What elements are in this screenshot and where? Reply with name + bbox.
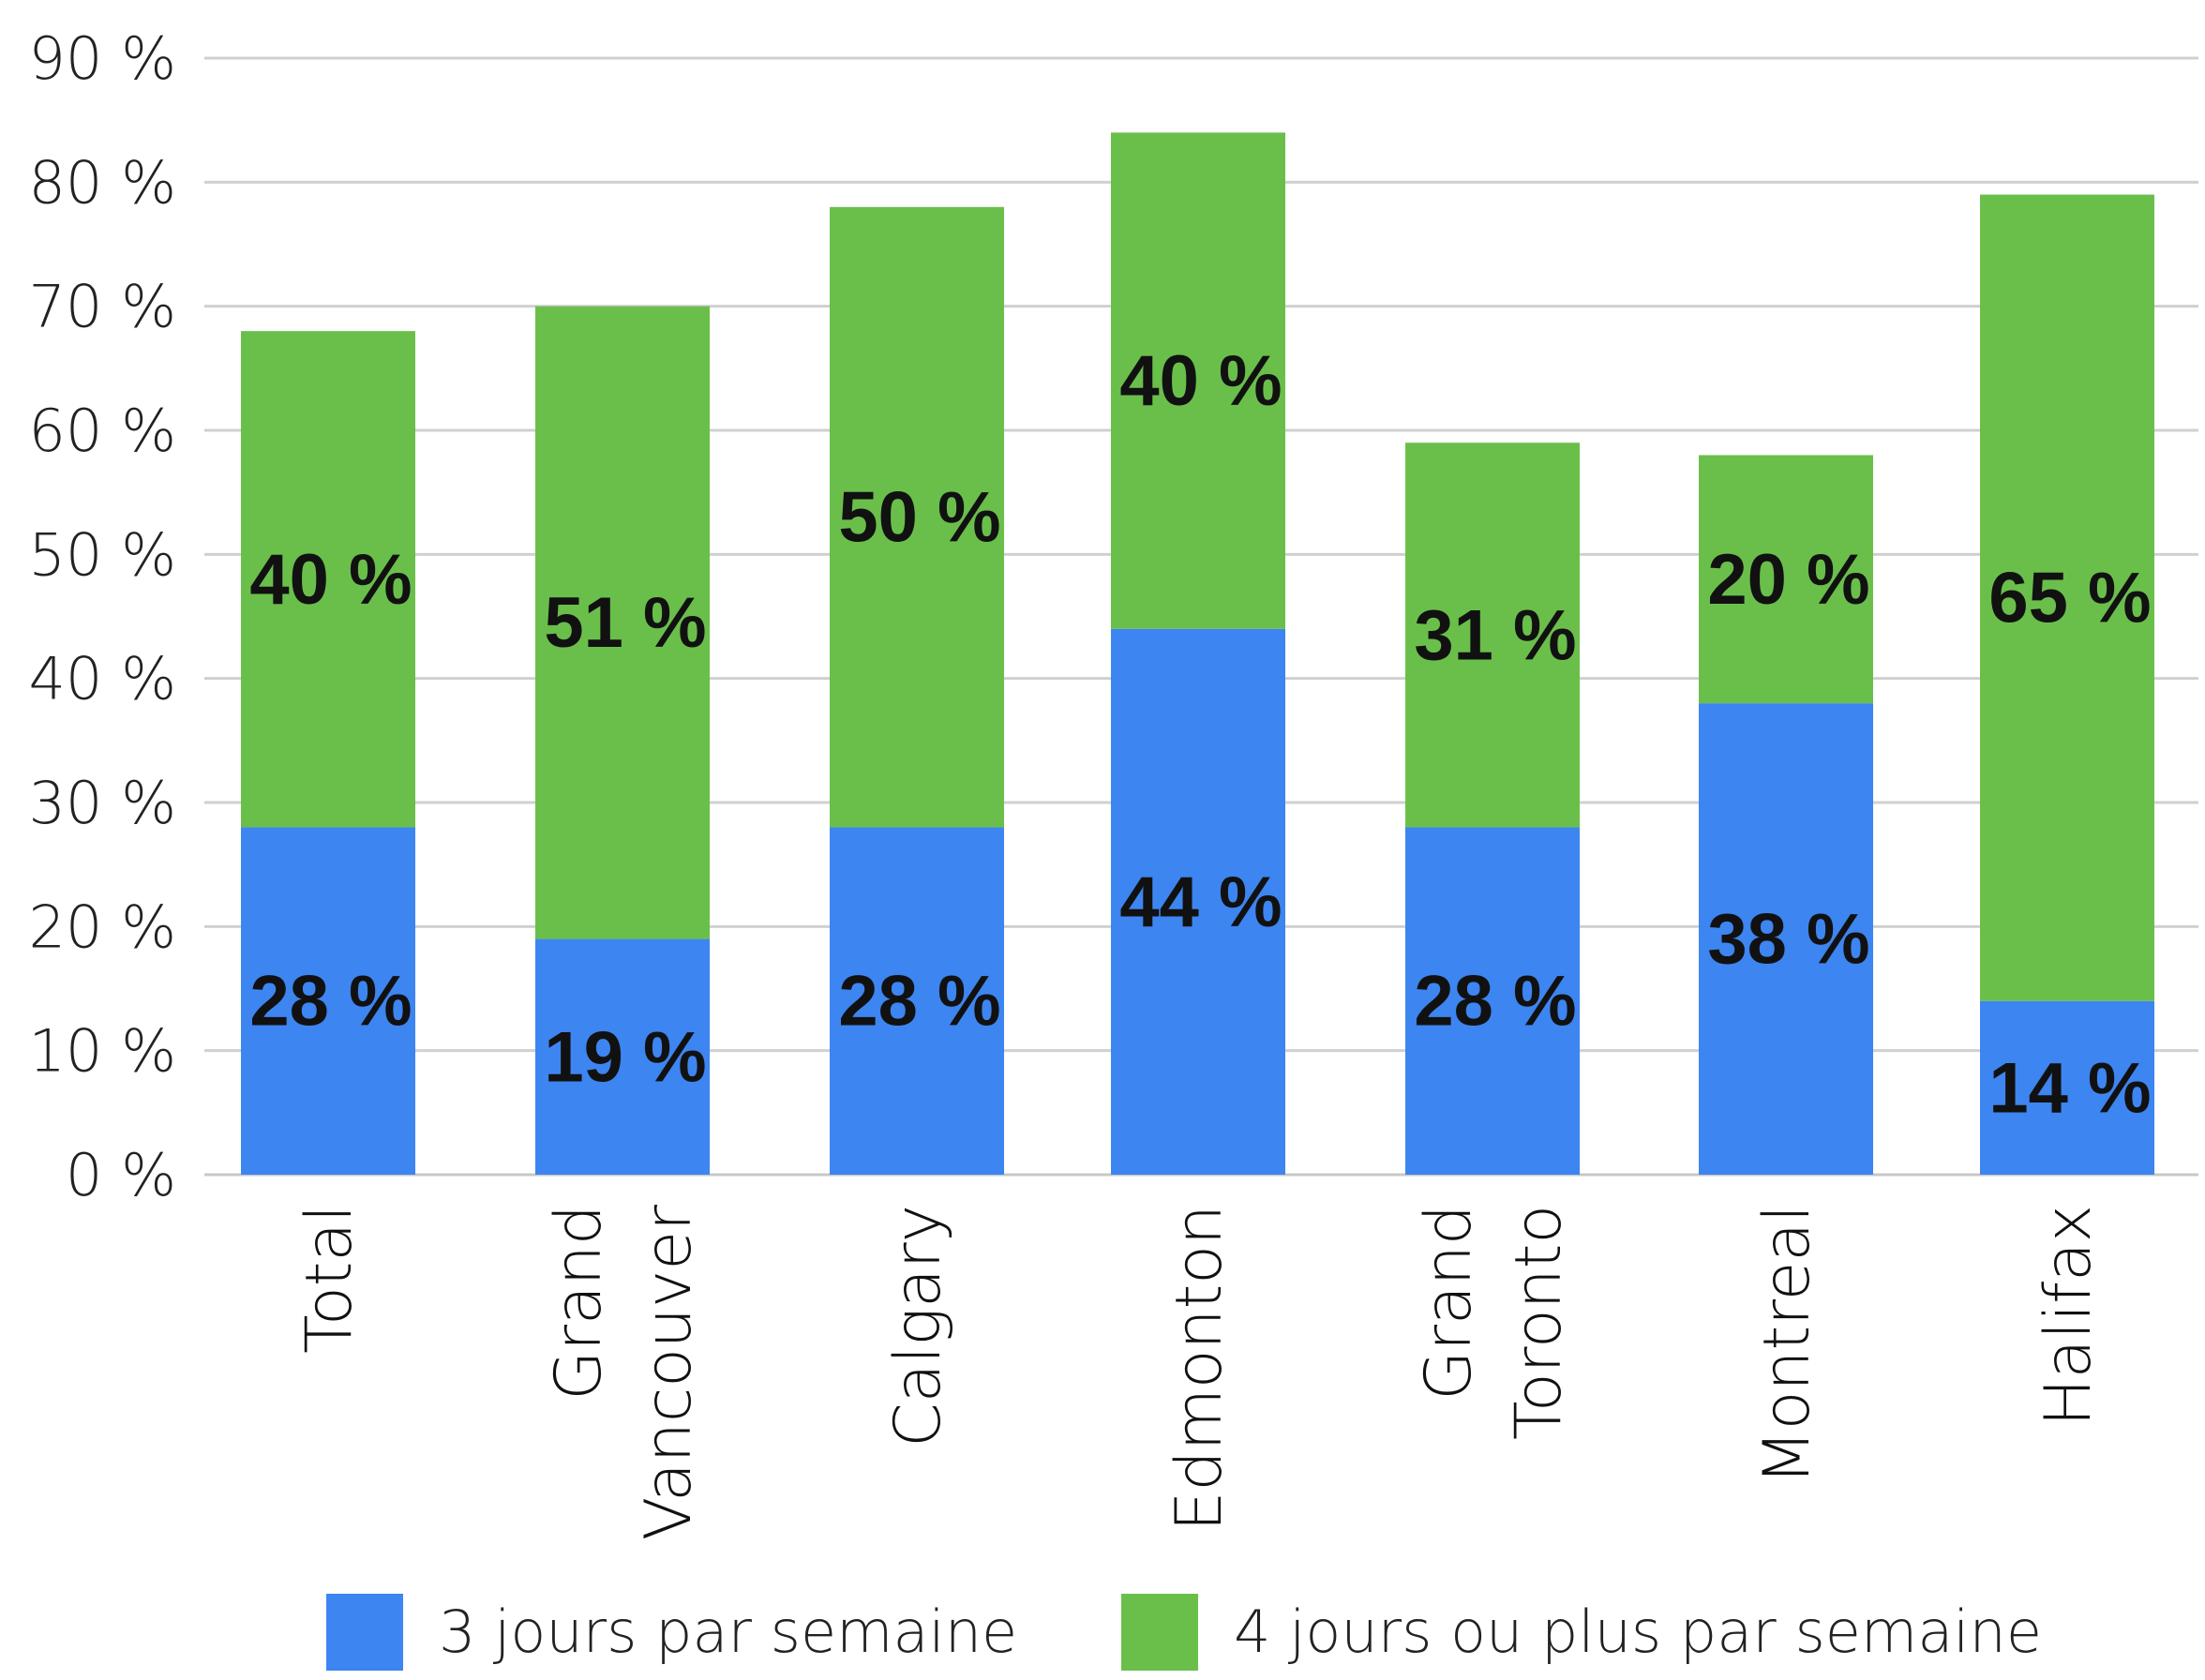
- y-tick-label: 40 %: [28, 645, 176, 713]
- bars: [241, 132, 2154, 1175]
- bar-segment-four-plus-days: [830, 206, 1004, 828]
- bar-segment-three-days: [1405, 827, 1580, 1175]
- data-label: 51 %: [544, 583, 706, 663]
- y-tick-label: 50 %: [28, 520, 176, 589]
- legend-label: 4 jours ou plus par semaine: [1234, 1598, 2042, 1666]
- bar-segment-four-plus-days: [1699, 455, 1873, 704]
- y-tick-label: 10 %: [28, 1017, 176, 1086]
- bar-segment-four-plus-days: [535, 306, 710, 939]
- data-label: 14 %: [1988, 1048, 2151, 1128]
- y-tick-label: 90 %: [28, 24, 176, 93]
- data-label: 31 %: [1414, 595, 1576, 675]
- bar-segment-three-days: [1980, 1000, 2154, 1175]
- x-category-label: Grand: [542, 1205, 616, 1401]
- x-axis-category-labels: Total Grand Vancouver Calgary Edmonton Grand T…: [292, 1205, 2106, 1540]
- x-category-label: Montreal: [1750, 1205, 1824, 1485]
- y-tick-label: 20 %: [28, 892, 176, 961]
- bar-segment-three-days: [1699, 703, 1873, 1175]
- data-label: 19 %: [544, 1017, 706, 1097]
- bar-segment-three-days: [1111, 628, 1285, 1175]
- y-tick-label: 60 %: [28, 397, 176, 465]
- data-label: 20 %: [1707, 540, 1869, 620]
- legend-swatch: [326, 1594, 403, 1671]
- y-axis-tick-labels: 0 % 10 % 20 % 30 % 40 % 50 % 60 % 70 % 80 % 90 %: [28, 24, 176, 1209]
- bar-segment-four-plus-days: [241, 331, 415, 828]
- legend-label: 3 jours par semaine: [439, 1598, 1017, 1666]
- data-label: 28 %: [838, 962, 1000, 1042]
- x-category-label: Toronto: [1502, 1205, 1576, 1440]
- y-tick-label: 70 %: [28, 273, 176, 341]
- bar-segment-three-days: [830, 827, 1004, 1175]
- bar-segment-three-days: [535, 938, 710, 1175]
- bar-segment-four-plus-days: [1405, 442, 1580, 828]
- data-label: 28 %: [249, 962, 412, 1042]
- x-category-label: Calgary: [881, 1205, 955, 1448]
- data-label: 40 %: [1119, 341, 1282, 421]
- x-category-label: Grand: [1412, 1205, 1486, 1401]
- data-label: 65 %: [1988, 559, 2151, 638]
- y-tick-label: 80 %: [28, 148, 176, 217]
- legend-swatch: [1121, 1594, 1198, 1671]
- data-labels: 28 % 40 % 19 % 51 % 28 % 50 % 44 % 40 % 28 % 31 %…: [249, 341, 2151, 1128]
- bar-segment-four-plus-days: [1980, 194, 2154, 1001]
- data-label: 28 %: [1414, 962, 1576, 1042]
- bar-segment-three-days: [241, 827, 415, 1175]
- data-label: 38 %: [1707, 900, 1869, 980]
- data-label: 50 %: [838, 478, 1000, 558]
- legend: 3 jours par semaine 4 jours ou plus par s…: [326, 1594, 2042, 1671]
- x-category-label: Total: [292, 1205, 367, 1354]
- data-label: 44 %: [1119, 862, 1282, 942]
- data-label: 40 %: [249, 540, 412, 620]
- bar-segment-four-plus-days: [1111, 132, 1285, 629]
- y-tick-label: 30 %: [28, 769, 176, 837]
- x-category-label: Vancouver: [632, 1205, 706, 1540]
- x-category-label: Edmonton: [1162, 1205, 1237, 1531]
- x-category-label: Halifax: [2032, 1205, 2106, 1426]
- y-tick-label: 0 %: [66, 1141, 176, 1209]
